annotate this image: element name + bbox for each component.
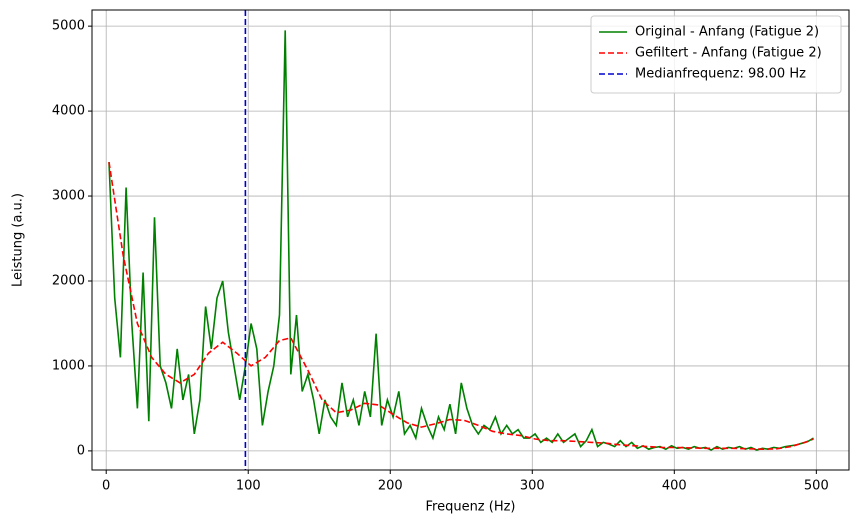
series-line <box>108 161 814 451</box>
x-tick-label: 400 <box>662 479 687 494</box>
y-tick-label: 5000 <box>52 19 85 34</box>
y-tick-label: 2000 <box>52 273 85 288</box>
x-tick-label: 100 <box>236 479 261 494</box>
x-tick-label: 500 <box>804 479 829 494</box>
x-tick-label: 300 <box>520 479 545 494</box>
y-tick-label: 4000 <box>52 104 85 119</box>
legend: Original - Anfang (Fatigue 2) Gefiltert -… <box>590 15 842 94</box>
series-line <box>108 30 814 451</box>
y-tick-label: 0 <box>77 443 85 458</box>
legend-label: Gefiltert - Anfang (Fatigue 2) <box>635 46 822 61</box>
legend-label: Medianfrequenz: 98.00 Hz <box>635 67 806 82</box>
y-tick-label: 3000 <box>52 189 85 204</box>
y-axis-label: Leistung (a.u.) <box>11 193 26 287</box>
x-tick-label: 0 <box>102 479 110 494</box>
plot-frame <box>91 9 850 471</box>
x-axis-label: Frequenz (Hz) <box>425 500 515 515</box>
legend-box <box>590 15 842 94</box>
y-tick-label: 1000 <box>52 358 85 373</box>
legend-label: Original - Anfang (Fatigue 2) <box>635 25 819 40</box>
x-tick-label: 200 <box>378 479 403 494</box>
